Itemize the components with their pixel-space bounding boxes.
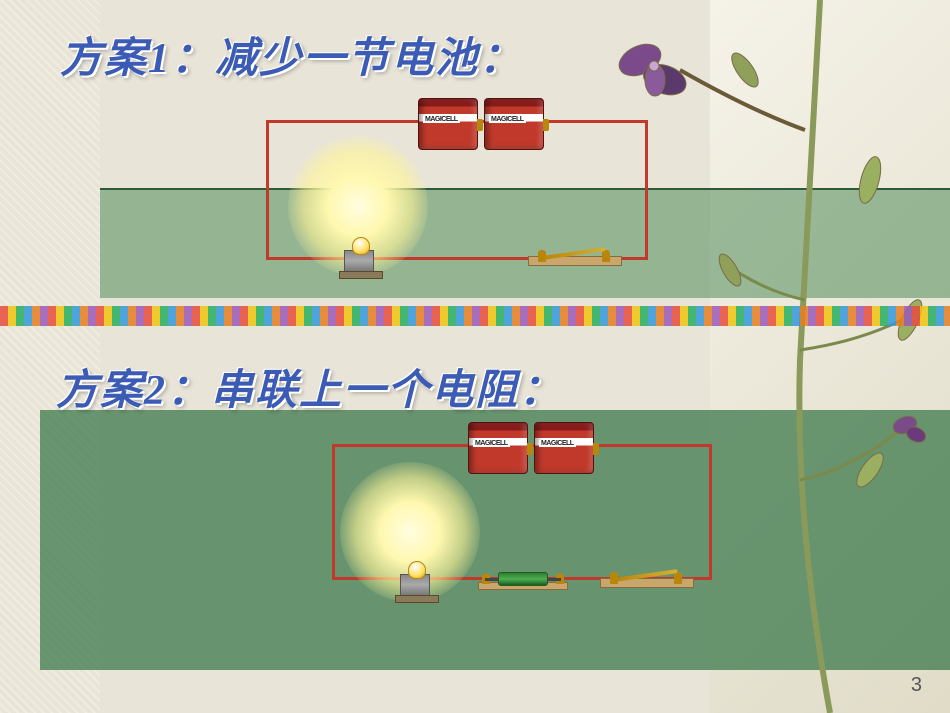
switch-1 [534,242,614,266]
battery-2a [468,422,528,474]
title-plan-2: 方案2：串联上一个电阻： [56,356,563,417]
title-plan-1: 方案1：减少一节电池： [60,24,523,85]
bulb-1 [344,250,374,276]
resistor [498,572,548,586]
switch-2 [606,564,686,588]
bulb-2 [400,574,430,600]
flower-divider [0,306,950,326]
battery-1a [418,98,478,150]
battery-2b [534,422,594,474]
battery-1b [484,98,544,150]
page-number: 3 [911,674,922,697]
